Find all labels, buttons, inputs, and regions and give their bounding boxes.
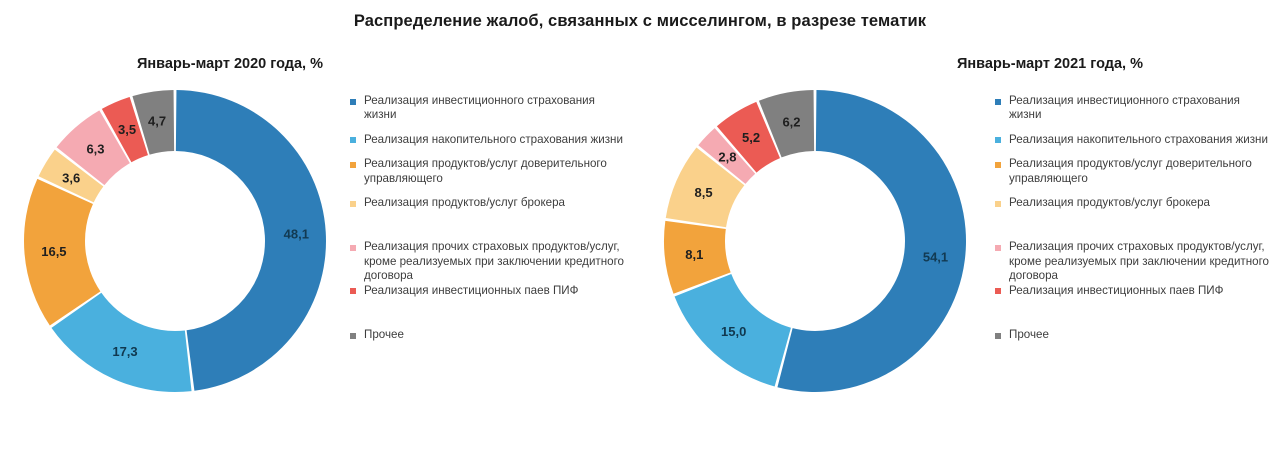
legend-marker-misc bbox=[995, 332, 1001, 339]
slice-value-label: 8,1 bbox=[685, 247, 703, 262]
legend-label-pif: Реализация инвестиционных паев ПИФ bbox=[1009, 283, 1224, 297]
legend-marker-other-insurance bbox=[350, 244, 356, 251]
legend-2021: Реализация инвестиционного страхования ж… bbox=[995, 94, 1275, 342]
donut-labels-2021: 54,1 15,0 8,1 8,5 2,8 5,2 6,2 bbox=[685, 114, 948, 339]
donut-slice[interactable] bbox=[665, 147, 745, 228]
legend-label-misc: Прочее bbox=[364, 328, 404, 342]
legend-spacer bbox=[350, 147, 630, 157]
legend-marker-pif bbox=[350, 288, 356, 295]
legend-label-isz: Реализация инвестиционного страхования ж… bbox=[1009, 94, 1240, 122]
legend-label-du: Реализация продуктов/услуг доверительног… bbox=[1009, 157, 1252, 185]
legend-label-other-insurance: Реализация прочих страховых продуктов/ус… bbox=[1009, 240, 1270, 283]
slice-value-label: 8,5 bbox=[695, 185, 713, 200]
legend-label-nsz: Реализация накопительного страхования жи… bbox=[1009, 132, 1268, 146]
donut-slice[interactable] bbox=[175, 90, 326, 391]
donut-slice[interactable] bbox=[24, 178, 101, 326]
legend-spacer bbox=[350, 186, 630, 196]
slice-value-label: 6,3 bbox=[86, 142, 104, 157]
legend-marker-nsz bbox=[350, 137, 356, 144]
legend-item-isz[interactable]: Реализация инвестиционного страхования ж… bbox=[350, 94, 630, 123]
legend-item-du[interactable]: Реализация продуктов/услуг доверительног… bbox=[350, 157, 630, 186]
donut-slice[interactable] bbox=[101, 96, 148, 163]
chart-subtitle-2020: Январь-март 2020 года, % bbox=[137, 56, 323, 72]
legend-spacer bbox=[995, 210, 1275, 240]
chart-panel-2020: Январь-март 2020 года, % 48,1 17,3 16,5 3,6… bbox=[22, 56, 630, 394]
legend-spacer bbox=[995, 298, 1275, 328]
slice-value-label: 5,2 bbox=[742, 130, 760, 145]
legend-label-isz: Реализация инвестиционного страхования ж… bbox=[364, 94, 595, 122]
legend-marker-isz bbox=[995, 98, 1001, 105]
slice-value-label: 3,5 bbox=[118, 122, 136, 137]
legend-spacer bbox=[995, 123, 1275, 133]
legend-spacer bbox=[350, 123, 630, 133]
legend-label-nsz: Реализация накопительного страхования жи… bbox=[364, 132, 623, 146]
donut-slice[interactable] bbox=[698, 128, 756, 184]
legend-spacer bbox=[350, 210, 630, 240]
legend-item-broker[interactable]: Реализация продуктов/услуг брокера bbox=[350, 196, 630, 210]
legend-marker-broker bbox=[350, 200, 356, 207]
legend-item-broker[interactable]: Реализация продуктов/услуг брокера bbox=[995, 196, 1275, 210]
slice-value-label: 16,5 bbox=[41, 244, 66, 259]
page-title: Распределение жалоб, связанных с миссели… bbox=[353, 12, 927, 30]
legend-item-misc[interactable]: Прочее bbox=[995, 328, 1275, 342]
donut-slice[interactable] bbox=[777, 90, 966, 392]
legend-marker-misc bbox=[350, 332, 356, 339]
legend-label-other-insurance: Реализация прочих страховых продуктов/ус… bbox=[364, 240, 625, 283]
slice-value-label: 2,8 bbox=[718, 149, 736, 164]
donut-slice[interactable] bbox=[716, 101, 780, 173]
donut-slices-2020 bbox=[24, 90, 326, 392]
donut-slice[interactable] bbox=[664, 220, 731, 294]
legend-marker-isz bbox=[350, 98, 356, 105]
donut-slice[interactable] bbox=[674, 274, 791, 387]
legend-2020: Реализация инвестиционного страхования ж… bbox=[350, 94, 630, 342]
chart-subtitle-2021: Январь-март 2021 года, % bbox=[957, 56, 1143, 72]
donut-slice[interactable] bbox=[38, 149, 104, 203]
legend-marker-pif bbox=[995, 288, 1001, 295]
legend-item-nsz[interactable]: Реализация накопительного страхования жи… bbox=[350, 133, 630, 147]
legend-marker-nsz bbox=[995, 137, 1001, 144]
legend-spacer bbox=[995, 186, 1275, 196]
slice-value-label: 54,1 bbox=[923, 249, 948, 264]
legend-label-pif: Реализация инвестиционных паев ПИФ bbox=[364, 283, 579, 297]
legend-spacer bbox=[995, 147, 1275, 157]
slice-value-label: 17,3 bbox=[112, 344, 137, 359]
donut-slice[interactable] bbox=[132, 90, 175, 155]
donut-svg-2020: 48,1 17,3 16,5 3,6 6,3 3,5 4,7 bbox=[24, 90, 326, 392]
slice-value-label: 3,6 bbox=[62, 170, 80, 185]
legend-item-du[interactable]: Реализация продуктов/услуг доверительног… bbox=[995, 157, 1275, 186]
legend-label-du: Реализация продуктов/услуг доверительног… bbox=[364, 157, 607, 185]
legend-item-other-insurance[interactable]: Реализация прочих страховых продуктов/ус… bbox=[350, 240, 630, 283]
legend-spacer bbox=[350, 298, 630, 328]
legend-label-misc: Прочее bbox=[1009, 328, 1049, 342]
legend-item-isz[interactable]: Реализация инвестиционного страхования ж… bbox=[995, 94, 1275, 123]
donut-slices-2021 bbox=[664, 90, 966, 392]
slice-value-label: 6,2 bbox=[782, 114, 800, 129]
legend-item-other-insurance[interactable]: Реализация прочих страховых продуктов/ус… bbox=[995, 240, 1275, 283]
slice-value-label: 4,7 bbox=[148, 113, 166, 128]
legend-label-broker: Реализация продуктов/услуг брокера bbox=[364, 196, 565, 210]
legend-marker-other-insurance bbox=[995, 244, 1001, 251]
donut-slice[interactable] bbox=[51, 292, 192, 392]
legend-label-broker: Реализация продуктов/услуг брокера bbox=[1009, 196, 1210, 210]
legend-item-pif[interactable]: Реализация инвестиционных паев ПИФ bbox=[995, 284, 1275, 298]
legend-item-pif[interactable]: Реализация инвестиционных паев ПИФ bbox=[350, 284, 630, 298]
legend-item-misc[interactable]: Прочее bbox=[350, 328, 630, 342]
donut-labels-2020: 48,1 17,3 16,5 3,6 6,3 3,5 4,7 bbox=[41, 113, 309, 359]
legend-marker-du bbox=[350, 161, 356, 168]
legend-marker-broker bbox=[995, 200, 1001, 207]
donut-chart-2020: 48,1 17,3 16,5 3,6 6,3 3,5 4,7 bbox=[22, 88, 328, 394]
donut-slice[interactable] bbox=[758, 90, 815, 158]
slice-value-label: 15,0 bbox=[721, 324, 746, 339]
slice-value-label: 48,1 bbox=[284, 226, 309, 241]
legend-marker-du bbox=[995, 161, 1001, 168]
donut-slice[interactable] bbox=[56, 110, 130, 186]
donut-chart-2021: 54,1 15,0 8,1 8,5 2,8 5,2 6,2 bbox=[662, 88, 968, 394]
chart-panel-2021: Январь-март 2021 года, % 54,1 15,0 8,1 8,5 2… bbox=[640, 0, 1280, 452]
legend-item-nsz[interactable]: Реализация накопительного страхования жи… bbox=[995, 133, 1275, 147]
donut-svg-2021: 54,1 15,0 8,1 8,5 2,8 5,2 6,2 bbox=[664, 90, 966, 392]
